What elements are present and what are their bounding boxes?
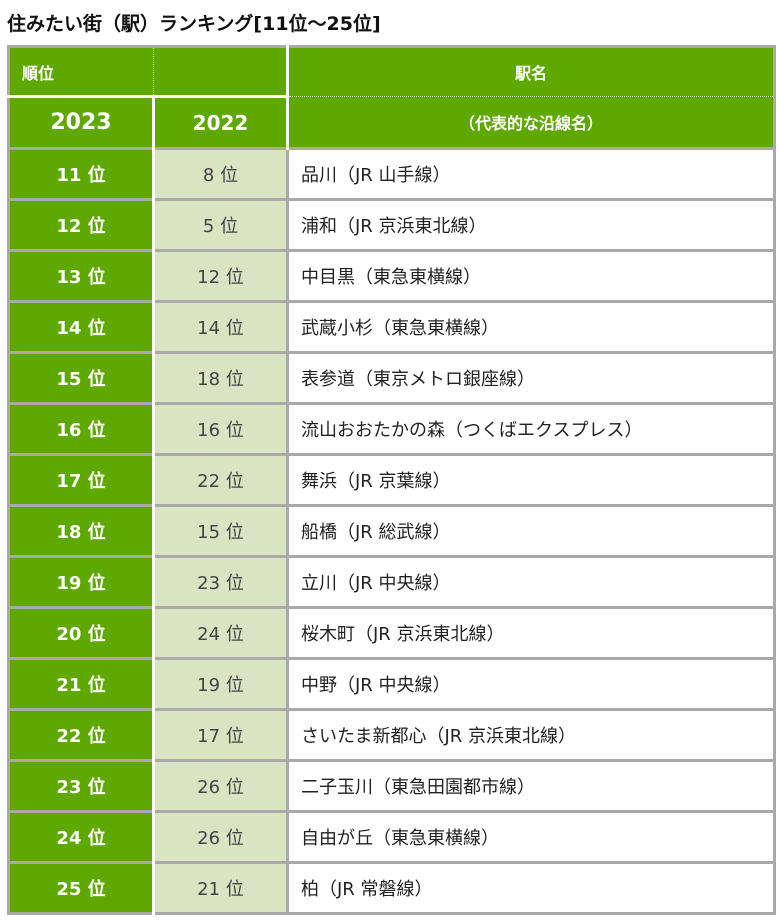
station-cell: 舞浜（JR 京葉線）: [287, 453, 775, 506]
table-row: 22 位 17 位さいたま新都心（JR 京浜東北線）: [8, 708, 775, 761]
page-title: 住みたい街（駅）ランキング[11位～25位]: [7, 13, 381, 35]
rank-2023-cell: 21 位: [8, 657, 155, 710]
rank-2022-cell: 23 位: [153, 555, 289, 608]
rank-2022-cell: 26 位: [153, 810, 289, 863]
station-cell: 船橋（JR 総武線）: [287, 504, 775, 557]
rank-2023-cell: 22 位: [8, 708, 155, 761]
rank-2023-cell: 18 位: [8, 504, 155, 557]
table-row: 21 位 19 位中野（JR 中央線）: [8, 657, 775, 710]
header-empty: [153, 46, 289, 97]
table-row: 20 位 24 位桜木町（JR 京浜東北線）: [8, 606, 775, 659]
rank-2023-cell: 24 位: [8, 810, 155, 863]
rank-2022-cell: 14 位: [153, 300, 289, 353]
table-row: 25 位 21 位柏（JR 常磐線）: [8, 861, 775, 914]
station-cell: 品川（JR 山手線）: [287, 147, 775, 200]
rank-2023-cell: 13 位: [8, 249, 155, 302]
rank-2023-cell: 25 位: [8, 861, 155, 914]
rank-2022-cell: 26 位: [153, 759, 289, 812]
year-2022-header: 2022: [153, 95, 289, 149]
rank-2023-cell: 11 位: [8, 147, 155, 200]
table-row: 19 位 23 位立川（JR 中央線）: [8, 555, 775, 608]
line-header: （代表的な沿線名）: [458, 114, 603, 133]
station-cell: 中野（JR 中央線）: [287, 657, 775, 710]
station-header: 駅名: [287, 46, 775, 97]
rank-2023-cell: 17 位: [8, 453, 155, 506]
rank-2022-cell: 18 位: [153, 351, 289, 404]
table-row: 24 位 26 位自由が丘（東急東横線）: [8, 810, 775, 863]
rank-2023-cell: 12 位: [8, 198, 155, 251]
station-cell: 浦和（JR 京浜東北線）: [287, 198, 775, 251]
rank-2023-cell: 14 位: [8, 300, 155, 353]
table-row: 23 位 26 位二子玉川（東急田園都市線）: [8, 759, 775, 812]
rank-2022-cell: 15 位: [153, 504, 289, 557]
rank-2023-cell: 16 位: [8, 402, 155, 455]
table-row: 15 位 18 位表参道（東京メトロ銀座線）: [8, 351, 775, 404]
station-cell: 自由が丘（東急東横線）: [287, 810, 775, 863]
year-2023-header: 2023: [8, 95, 155, 149]
station-cell: 表参道（東京メトロ銀座線）: [287, 351, 775, 404]
header-row-1: 順位 駅名: [8, 46, 775, 97]
rank-2022-cell: 22 位: [153, 453, 289, 506]
table-row: 13 位 12 位中目黒（東急東横線）: [8, 249, 775, 302]
header-row-2: 2023 2022 （代表的な沿線名）: [8, 95, 775, 149]
station-cell: 立川（JR 中央線）: [287, 555, 775, 608]
table-row: 16 位 16 位流山おおたかの森（つくばエクスプレス）: [8, 402, 775, 455]
station-cell: 武蔵小杉（東急東横線）: [287, 300, 775, 353]
rank-2022-cell: 8 位: [153, 147, 289, 200]
table-row: 17 位 22 位舞浜（JR 京葉線）: [8, 453, 775, 506]
rank-2022-cell: 19 位: [153, 657, 289, 710]
rank-2023-cell: 23 位: [8, 759, 155, 812]
table-row: 14 位 14 位武蔵小杉（東急東横線）: [8, 300, 775, 353]
rank-header: 順位: [8, 46, 154, 97]
rank-2022-cell: 12 位: [153, 249, 289, 302]
rank-2022-cell: 5 位: [153, 198, 289, 251]
table-row: 18 位 15 位船橋（JR 総武線）: [8, 504, 775, 557]
station-cell: 二子玉川（東急田園都市線）: [287, 759, 775, 812]
rank-2022-cell: 16 位: [153, 402, 289, 455]
station-cell: 桜木町（JR 京浜東北線）: [287, 606, 775, 659]
rank-2023-cell: 15 位: [8, 351, 155, 404]
station-cell: 流山おおたかの森（つくばエクスプレス）: [287, 402, 775, 455]
station-cell: 柏（JR 常磐線）: [287, 861, 775, 914]
rank-2022-cell: 24 位: [153, 606, 289, 659]
rank-2022-cell: 21 位: [153, 861, 289, 914]
station-cell: さいたま新都心（JR 京浜東北線）: [287, 708, 775, 761]
station-cell: 中目黒（東急東横線）: [287, 249, 775, 302]
rank-2023-cell: 20 位: [8, 606, 155, 659]
rank-2022-cell: 17 位: [153, 708, 289, 761]
rank-2023-cell: 19 位: [8, 555, 155, 608]
